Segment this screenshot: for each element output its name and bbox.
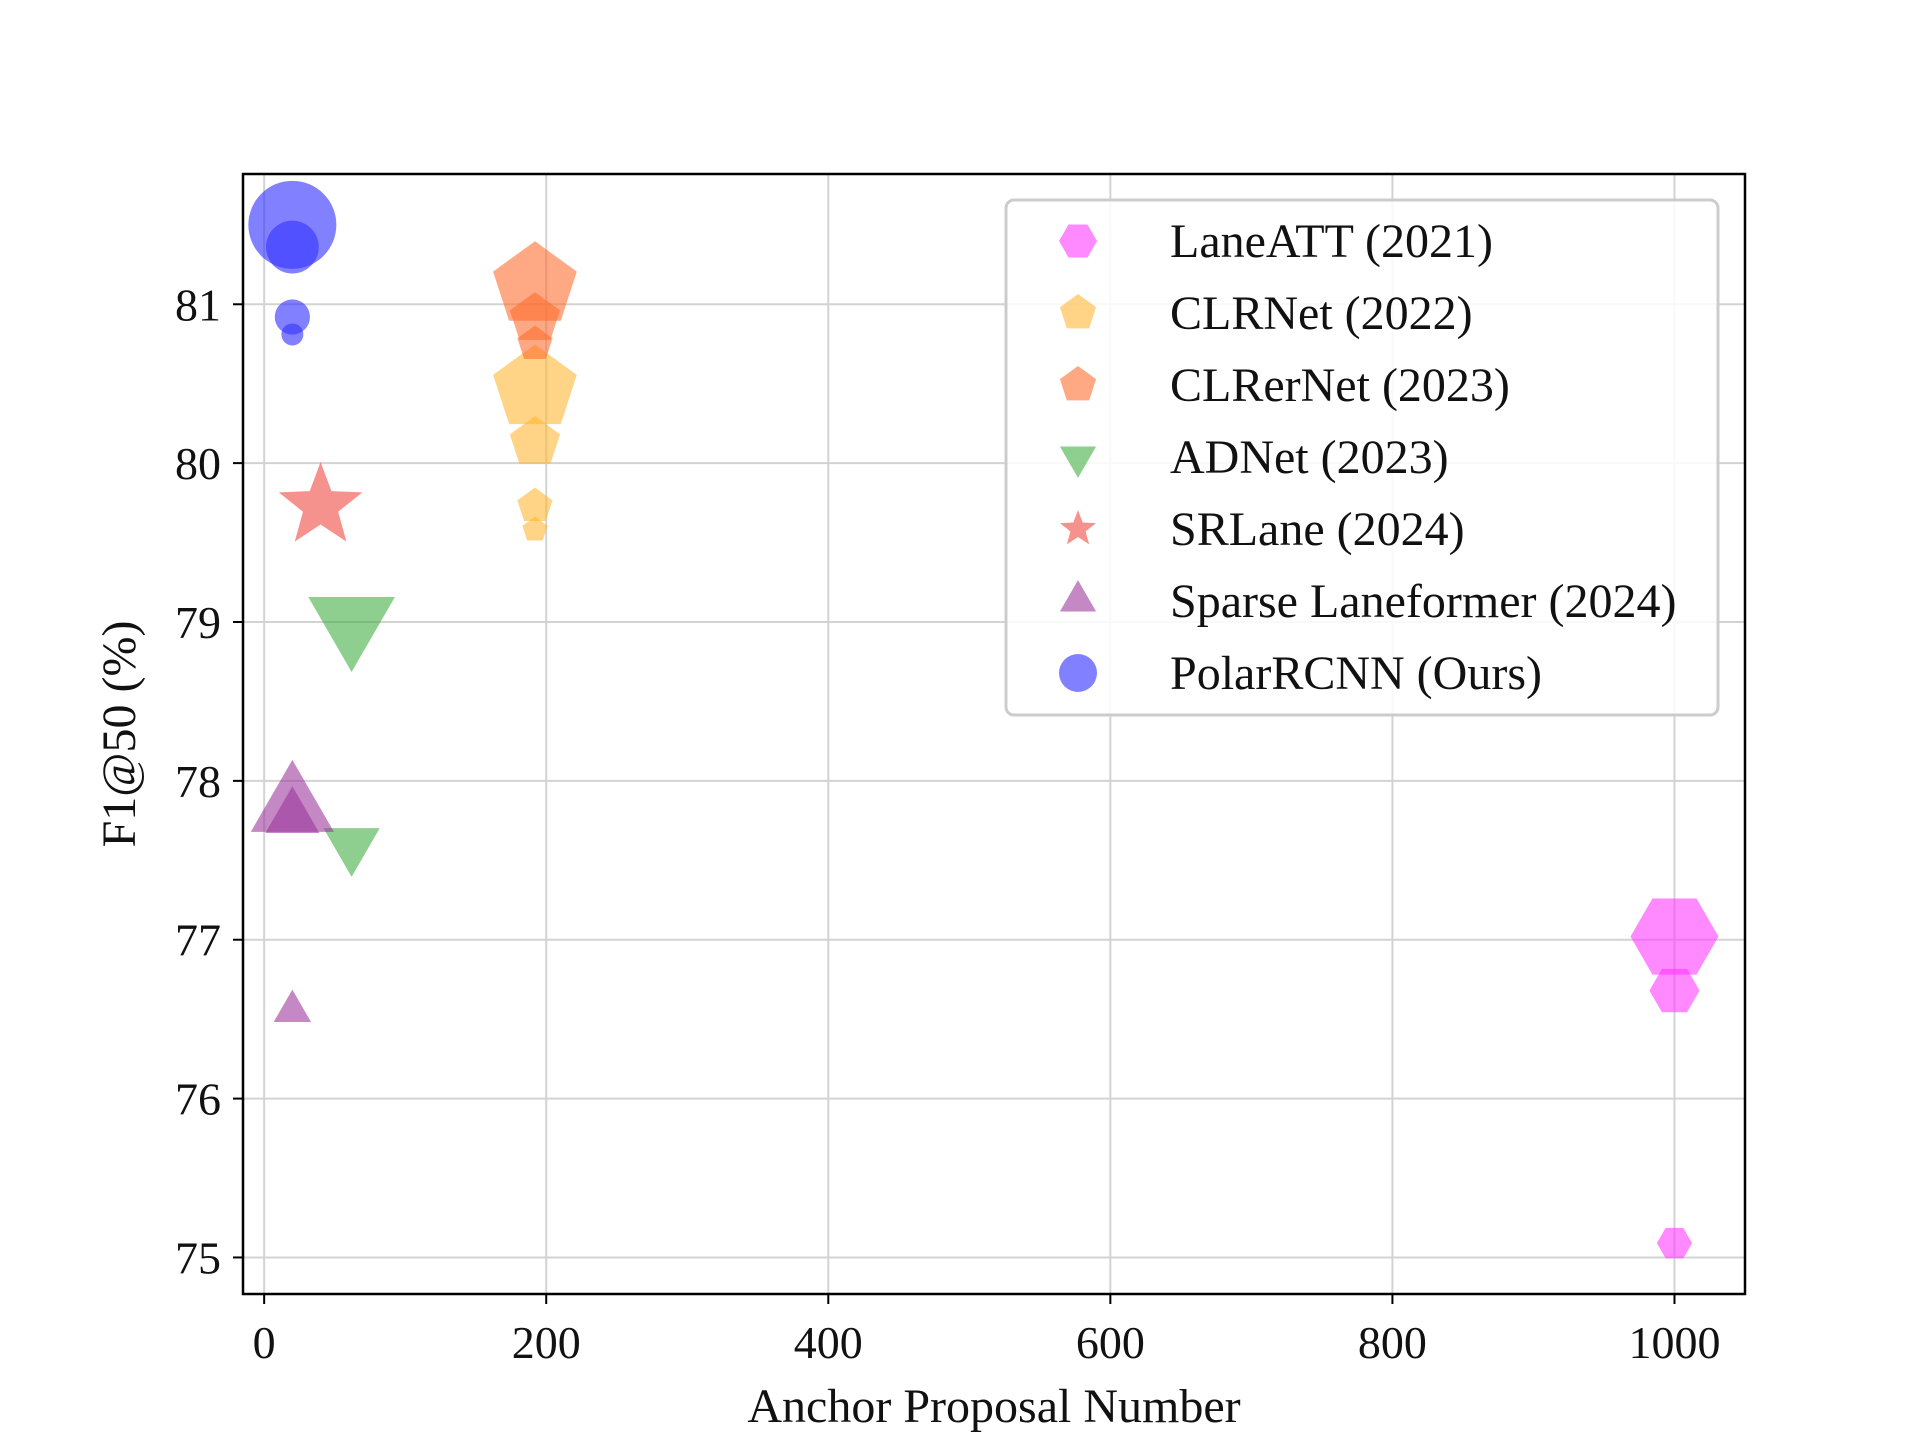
data-point bbox=[265, 786, 320, 833]
data-marks bbox=[248, 180, 1719, 1259]
legend-items: LaneATT (2021) CLRNet (2022) CLRerNet (202… bbox=[1059, 215, 1676, 700]
y-tick-label: 77 bbox=[175, 915, 221, 966]
x-axis-label: Anchor Proposal Number bbox=[747, 1380, 1240, 1433]
series-pentagon bbox=[493, 344, 577, 541]
legend-item: PolarRCNN (Ours) bbox=[1059, 647, 1542, 700]
y-tick-label: 80 bbox=[175, 438, 221, 489]
legend-item: Sparse Laneformer (2024) bbox=[1059, 575, 1676, 628]
legend-item: CLRNet (2022) bbox=[1059, 287, 1473, 340]
legend-marker bbox=[1059, 224, 1097, 258]
x-tick-label: 600 bbox=[1076, 1317, 1145, 1368]
data-point bbox=[273, 989, 312, 1023]
data-point bbox=[522, 516, 548, 541]
legend-marker bbox=[1059, 580, 1097, 612]
data-point bbox=[265, 220, 319, 274]
data-point bbox=[517, 325, 553, 359]
data-point bbox=[274, 299, 310, 335]
legend-label: CLRerNet (2023) bbox=[1170, 359, 1510, 412]
legend: LaneATT (2021) CLRNet (2022) CLRerNet (202… bbox=[1004, 198, 1720, 717]
axis-ticks: 0 200 400 600 800 1000 75 76 77 78 79 80 81 bbox=[175, 279, 1720, 1368]
data-point bbox=[509, 416, 561, 464]
series-circle bbox=[248, 180, 337, 346]
legend-item: SRLane (2024) bbox=[1059, 503, 1465, 556]
series-hexagon bbox=[1630, 898, 1719, 1259]
data-point bbox=[509, 292, 561, 340]
series-star bbox=[278, 462, 363, 542]
legend-label: Sparse Laneformer (2024) bbox=[1170, 575, 1676, 628]
y-tick-label: 76 bbox=[175, 1074, 221, 1125]
x-tick-label: 400 bbox=[794, 1317, 863, 1368]
data-point bbox=[278, 462, 363, 542]
legend-item: ADNet (2023) bbox=[1059, 431, 1449, 484]
series-pentagon bbox=[493, 241, 577, 359]
legend-label: ADNet (2023) bbox=[1170, 431, 1449, 484]
data-point bbox=[517, 487, 553, 521]
legend-frame bbox=[1004, 198, 1720, 717]
legend-marker bbox=[1059, 654, 1097, 692]
series-triangle-down bbox=[308, 597, 395, 877]
legend-label: SRLane (2024) bbox=[1170, 503, 1465, 556]
plot-frame bbox=[241, 172, 1747, 1296]
legend-item: LaneATT (2021) bbox=[1059, 215, 1493, 268]
data-point bbox=[493, 344, 577, 425]
series-triangle-up bbox=[250, 759, 334, 1023]
legend-marker bbox=[1059, 446, 1097, 478]
x-tick-label: 800 bbox=[1358, 1317, 1427, 1368]
y-tick-label: 79 bbox=[175, 597, 221, 648]
legend-marker bbox=[1059, 510, 1097, 545]
x-tick-label: 1000 bbox=[1628, 1317, 1720, 1368]
x-tick-label: 0 bbox=[253, 1317, 276, 1368]
legend-label: PolarRCNN (Ours) bbox=[1170, 647, 1542, 700]
legend-label: CLRNet (2022) bbox=[1170, 287, 1473, 340]
data-point bbox=[1656, 1227, 1693, 1259]
y-tick-label: 75 bbox=[175, 1232, 221, 1283]
data-point bbox=[1630, 898, 1719, 975]
data-point bbox=[308, 597, 395, 672]
legend-label: LaneATT (2021) bbox=[1170, 215, 1493, 268]
legend-marker bbox=[1059, 366, 1097, 401]
legend-marker bbox=[1059, 294, 1097, 329]
legend-item: CLRerNet (2023) bbox=[1059, 359, 1510, 412]
y-tick-label: 81 bbox=[175, 279, 221, 330]
y-axis-label: F1@50 (%) bbox=[93, 621, 146, 848]
data-point bbox=[281, 323, 304, 346]
data-point bbox=[493, 241, 577, 321]
x-tick-label: 200 bbox=[512, 1317, 581, 1368]
data-point bbox=[323, 828, 380, 877]
data-point bbox=[1649, 968, 1700, 1013]
y-tick-label: 78 bbox=[175, 756, 221, 807]
